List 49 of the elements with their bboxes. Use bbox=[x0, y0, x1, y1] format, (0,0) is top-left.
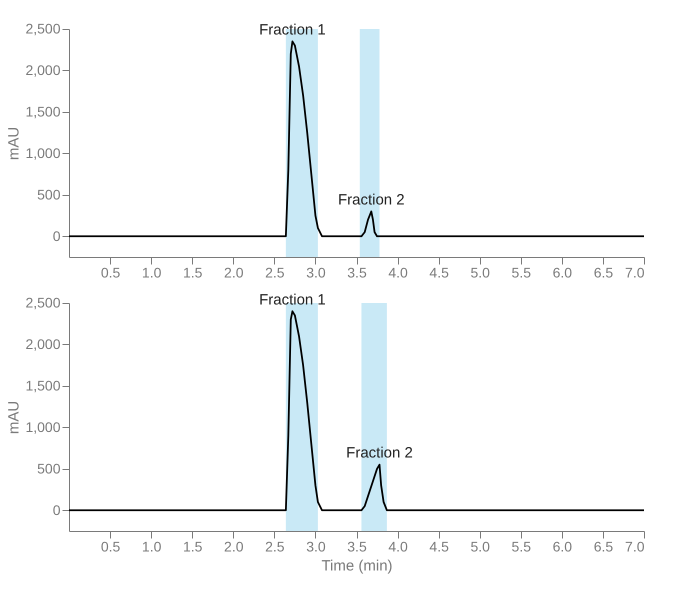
y-tick-label: 0 bbox=[52, 502, 61, 518]
x-tick-label: 2.5 bbox=[265, 538, 285, 554]
y-tick-label: 1,000 bbox=[25, 144, 61, 161]
x-tick-label: 2.5 bbox=[265, 264, 285, 280]
x-tick-label: 1.5 bbox=[182, 538, 203, 554]
x-tick-label: 5.0 bbox=[470, 264, 490, 280]
y-tick-label: 2,500 bbox=[25, 20, 61, 36]
x-tick-label: 0.5 bbox=[100, 264, 121, 280]
x-tick-label: 7.0 bbox=[625, 264, 645, 280]
x-tick-label: 5.5 bbox=[512, 538, 532, 554]
x-tick-label: 2.0 bbox=[224, 538, 244, 554]
y-tick-label: 1,500 bbox=[25, 377, 61, 394]
x-tick-label: 4.5 bbox=[429, 538, 450, 554]
line-series bbox=[69, 310, 644, 512]
x-tick-label: 4.5 bbox=[429, 264, 450, 280]
x-tick-label: 3.5 bbox=[347, 538, 367, 554]
x-tick-label: 7.0 bbox=[625, 538, 645, 554]
x-tick-label: 6.0 bbox=[552, 538, 572, 554]
line-series bbox=[69, 40, 644, 238]
x-tick-label: 6.5 bbox=[594, 264, 614, 280]
annotation: Fraction 1 bbox=[259, 291, 326, 308]
x-tick-label: 1.0 bbox=[142, 538, 162, 554]
x-tick-label: 6.0 bbox=[552, 264, 572, 280]
x-tick-label: 6.5 bbox=[594, 538, 614, 554]
x-tick-label: 3.0 bbox=[306, 264, 326, 280]
y-tick-label: 500 bbox=[37, 186, 61, 202]
y-tick-label: 1,500 bbox=[25, 103, 61, 120]
annotation: Fraction 2 bbox=[338, 191, 405, 208]
y-tick-label: 2,000 bbox=[25, 62, 61, 78]
x-tick-label: 4.0 bbox=[388, 264, 408, 280]
y-tick-label: 2,500 bbox=[25, 294, 61, 310]
y-axis-title: mAU bbox=[5, 400, 22, 434]
x-tick-label: 4.0 bbox=[388, 538, 408, 554]
y-axis-title: mAU bbox=[5, 126, 22, 160]
x-tick-label: 2.0 bbox=[224, 264, 244, 280]
x-tick-label: 1.0 bbox=[142, 264, 162, 280]
annotation: Fraction 2 bbox=[346, 444, 413, 462]
x-tick-label: 5.5 bbox=[512, 264, 532, 280]
x-tick-label: 3.0 bbox=[306, 538, 326, 554]
y-tick-label: 0 bbox=[52, 228, 61, 244]
annotation: Fraction 1 bbox=[259, 21, 326, 38]
y-tick-label: 500 bbox=[37, 460, 61, 476]
y-tick-label: 2,000 bbox=[25, 336, 61, 352]
y-tick-label: 1,000 bbox=[25, 418, 61, 435]
x-tick-label: 0.5 bbox=[100, 538, 121, 554]
x-tick-label: 3.5 bbox=[347, 264, 367, 280]
x-axis-title: Time (min) bbox=[321, 558, 393, 574]
x-tick-label: 5.0 bbox=[470, 538, 490, 554]
x-tick-label: 1.5 bbox=[182, 264, 203, 280]
